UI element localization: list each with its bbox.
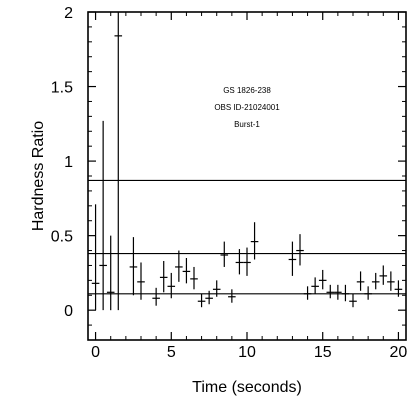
plot-frame [87,11,407,341]
y-axis-tick-labels: 0 0.5 1 1.5 2 [51,5,73,320]
x-tick-label: 20 [390,344,408,361]
error-bars [91,12,403,311]
annotation-burst: Burst-1 [234,120,260,129]
y-tick-label: 0 [64,303,73,320]
y-tick-label: 0.5 [51,229,73,246]
x-tick-label: 5 [167,344,176,361]
y-tick-label: 2 [64,5,73,22]
annotation-obs-id: OBS ID-21024001 [214,103,280,112]
x-tick-label: 10 [238,344,256,361]
y-axis-ticks [88,11,406,326]
annotation-source: GS 1826-238 [223,86,271,95]
x-axis-label: Time (seconds) [192,379,302,396]
x-axis-tick-labels: 0 5 10 15 20 [91,344,407,361]
y-tick-label: 1.5 [51,80,73,97]
annotation-group: GS 1826-238 OBS ID-21024001 Burst-1 [214,86,280,129]
x-tick-label: 15 [314,344,332,361]
x-axis-ticks [94,12,400,340]
reference-lines [88,179,406,295]
x-tick-label: 0 [91,344,100,361]
y-axis-label: Hardness Ratio [30,121,47,231]
y-tick-label: 1 [64,154,73,171]
